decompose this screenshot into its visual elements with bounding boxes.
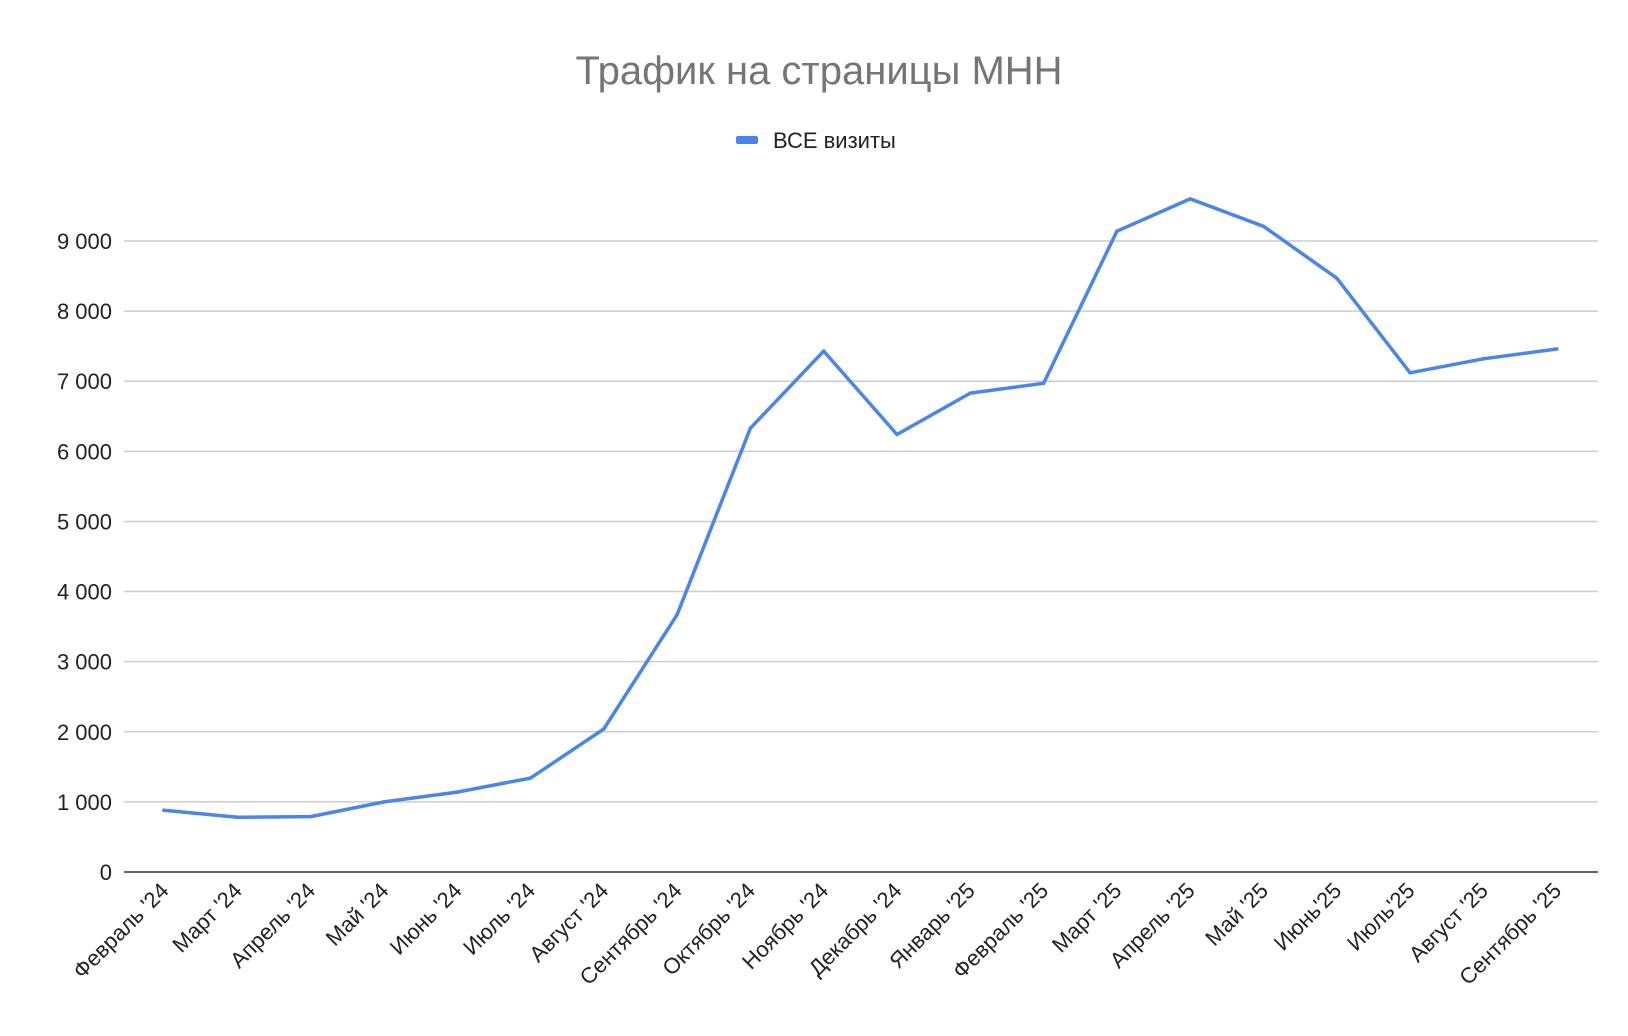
y-tick-label: 1 000 <box>57 790 112 815</box>
x-tick-label: Июнь '24 <box>385 878 467 960</box>
data-point <box>895 432 899 437</box>
y-tick-label: 6 000 <box>57 439 112 464</box>
data-point <box>382 800 386 804</box>
data-point <box>821 349 826 353</box>
data-point <box>1481 356 1486 361</box>
y-tick-label: 8 000 <box>57 299 112 324</box>
data-point <box>675 612 679 617</box>
series-layer <box>162 197 1559 820</box>
data-point <box>1261 224 1266 229</box>
data-point <box>162 808 166 813</box>
y-tick-label: 7 000 <box>57 369 112 394</box>
data-point <box>968 391 973 395</box>
data-point <box>1041 381 1046 386</box>
data-point <box>1115 229 1119 233</box>
data-point <box>748 426 753 430</box>
series-line <box>162 197 1559 820</box>
data-point <box>455 790 460 794</box>
data-point <box>1188 197 1192 201</box>
legend-swatch <box>736 136 758 144</box>
data-point <box>308 814 313 819</box>
y-tick-label: 4 000 <box>57 580 112 605</box>
y-tick-label: 5 000 <box>57 509 112 534</box>
y-tick-label: 9 000 <box>57 229 112 254</box>
chart-title: Трафик на страницы МНН <box>575 49 1062 93</box>
x-tick-label: Май '24 <box>321 878 394 951</box>
legend: ВСЕ визиты <box>736 128 896 153</box>
data-point <box>528 776 533 780</box>
x-tick-label: Февраль '24 <box>68 878 174 984</box>
legend-label: ВСЕ визиты <box>773 128 896 153</box>
y-axis-ticks: 0 1 000 2 000 3 000 4 000 5 000 6 000 7 000 8 00… <box>57 229 112 885</box>
y-tick-label: 3 000 <box>57 650 112 675</box>
data-point <box>602 727 606 731</box>
gridlines <box>124 240 1598 803</box>
data-point <box>1335 276 1339 280</box>
data-point <box>1408 371 1412 375</box>
y-tick-label: 2 000 <box>57 720 112 745</box>
data-point <box>1554 347 1559 351</box>
x-tick-label: Май '25 <box>1200 878 1273 951</box>
x-tick-label: Июнь'25 <box>1269 878 1347 956</box>
y-tick-label: 0 <box>100 860 112 885</box>
data-point <box>235 815 240 820</box>
